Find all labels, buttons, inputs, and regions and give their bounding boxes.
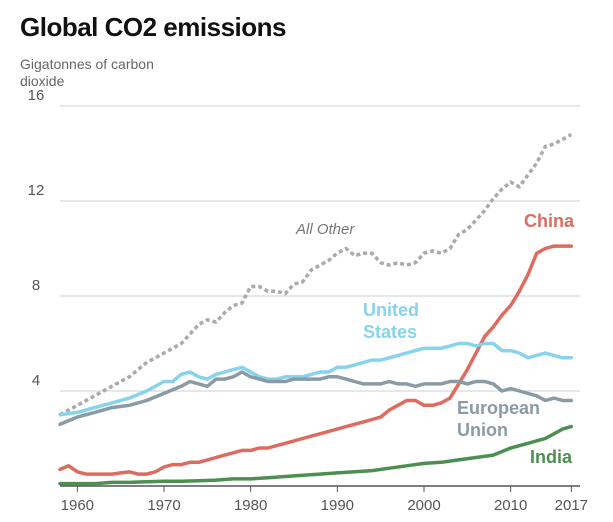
series-label-china: China bbox=[524, 211, 575, 231]
series-line-india bbox=[58, 424, 574, 486]
series-label-india: India bbox=[530, 447, 573, 467]
series-line-united-states bbox=[58, 341, 574, 417]
y-tick-label: 12 bbox=[28, 182, 45, 199]
x-tick-label: 2017 bbox=[555, 497, 588, 514]
y-tick-label: 16 bbox=[28, 87, 45, 104]
series-lines bbox=[58, 132, 574, 486]
series-label-all-other: All Other bbox=[295, 221, 355, 238]
x-tick-label: 1960 bbox=[61, 497, 94, 514]
series-label-united-states-line2: States bbox=[363, 322, 417, 342]
y-tick-labels: 4 8 12 16 bbox=[28, 87, 45, 389]
x-tick-label: 1970 bbox=[147, 497, 180, 514]
x-tick-label: 2000 bbox=[407, 497, 440, 514]
x-tick-label: 2010 bbox=[494, 497, 527, 514]
x-tick-label: 1980 bbox=[234, 497, 267, 514]
x-tick-label: 1990 bbox=[321, 497, 354, 514]
series-label-european-union-line1: European bbox=[457, 398, 540, 418]
y-tick-label: 8 bbox=[32, 277, 40, 294]
series-line-all-other bbox=[59, 132, 573, 417]
x-tick-labels: 1960 1970 1980 1990 2000 2010 2017 bbox=[61, 486, 588, 514]
series-line-china bbox=[58, 244, 574, 476]
series-line-european-union bbox=[58, 370, 574, 427]
series-label-european-union-line2: Union bbox=[457, 420, 508, 440]
y-axis-label: Gigatonnes of carbon dioxide bbox=[20, 56, 154, 89]
series-label-united-states-line1: United bbox=[363, 300, 419, 320]
y-tick-label: 4 bbox=[32, 372, 40, 389]
chart-title: Global CO2 emissions bbox=[20, 12, 286, 42]
